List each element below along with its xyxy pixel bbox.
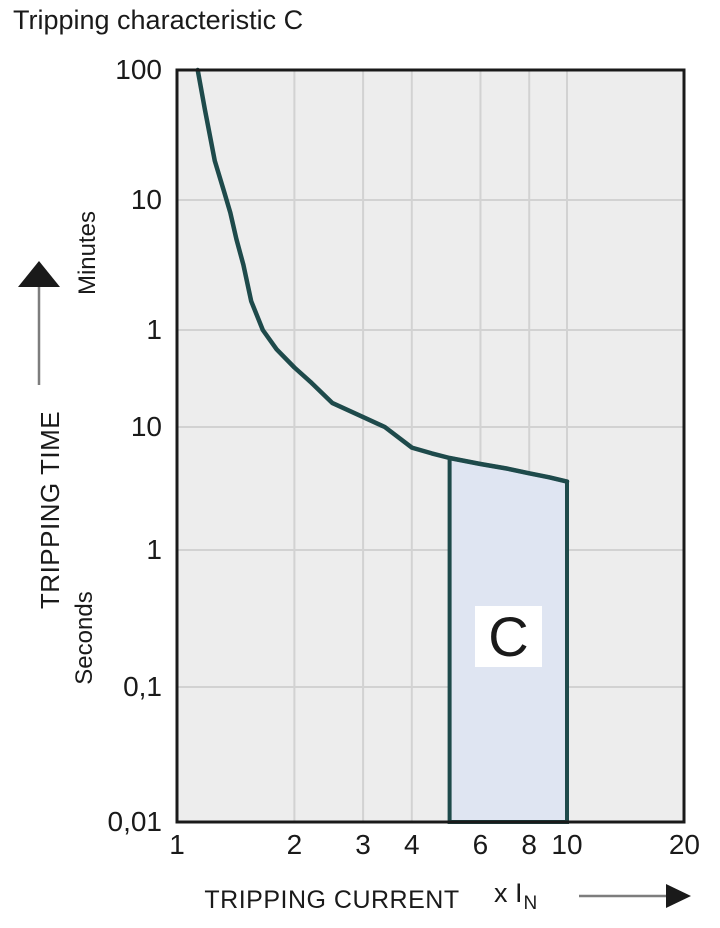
y-tick-label: 10 bbox=[130, 184, 162, 215]
x-axis-unit-subscript: N bbox=[523, 893, 538, 914]
x-tick-label: 4 bbox=[404, 829, 420, 860]
y-axis-arrow-icon bbox=[18, 261, 60, 385]
x-axis-unit: x IN bbox=[494, 878, 537, 914]
x-tick-label: 6 bbox=[472, 829, 489, 860]
y-axis-unit-seconds: Seconds bbox=[71, 591, 98, 685]
tripping-curve bbox=[195, 67, 570, 484]
x-axis-unit-text: x I bbox=[494, 878, 523, 908]
y-tick-label: 1 bbox=[146, 314, 162, 345]
x-tick-label: 20 bbox=[668, 829, 700, 860]
x-tick-label: 3 bbox=[355, 829, 371, 860]
region-label: C bbox=[475, 606, 542, 667]
plot-area bbox=[175, 67, 686, 824]
x-tick-label: 10 bbox=[551, 829, 583, 860]
x-tick-label: 1 bbox=[169, 829, 185, 860]
y-tick-label: 0,1 bbox=[123, 671, 162, 702]
x-axis-title: TRIPPING CURRENT bbox=[204, 886, 460, 914]
plot-background bbox=[177, 70, 684, 822]
x-tick-label: 2 bbox=[286, 829, 303, 860]
x-axis-arrow-icon bbox=[579, 884, 691, 908]
chart-title: Tripping characteristic C bbox=[13, 5, 304, 35]
region-label-text: C bbox=[488, 604, 529, 668]
plot-border bbox=[175, 68, 686, 824]
y-axis-unit-minutes: Minutes bbox=[74, 210, 101, 296]
y-tick-label: 1 bbox=[146, 534, 162, 565]
x-tick-label: 8 bbox=[521, 829, 537, 860]
y-tick-label: 0,01 bbox=[107, 806, 163, 837]
y-tick-label: 10 bbox=[130, 411, 162, 442]
y-tick-label: 100 bbox=[115, 54, 162, 85]
